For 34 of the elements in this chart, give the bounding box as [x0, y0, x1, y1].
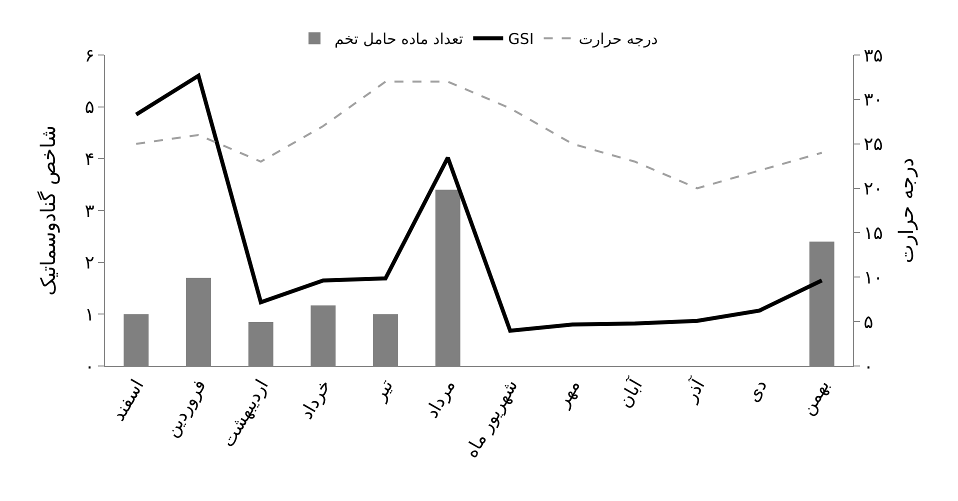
y2-axis-title: درجه حرارت: [894, 158, 918, 264]
y2-tick-label: ۲۵: [864, 134, 883, 156]
x-tick-label: دی: [742, 376, 772, 406]
y-tick-label: ۱: [84, 304, 94, 326]
legend-label: درجه حرارت: [578, 30, 658, 48]
y2-tick-label: ۳۰: [864, 90, 883, 111]
y-tick-label: ۴: [84, 148, 94, 170]
line-series: [134, 74, 824, 333]
x-tick-label: شهریور ماه: [460, 376, 522, 462]
y-tick-label: ۵: [84, 97, 94, 118]
line-series: [135, 80, 823, 190]
y2-tick-label: ۰: [864, 356, 874, 378]
y-tick-label: ۰: [84, 356, 94, 378]
x-tick-label: فروردین: [161, 376, 211, 441]
y-tick-label: ۳: [84, 200, 95, 222]
legend-label: تعداد ماده حامل تخم: [334, 30, 464, 48]
y2-tick-label: ۲۰: [864, 178, 883, 200]
y2-tick-label: ۱۰: [864, 267, 883, 288]
x-tick-label: تیر: [368, 376, 398, 406]
x-tick-label: اسفند: [108, 376, 148, 425]
y2-tick-label: ۵: [864, 312, 874, 333]
x-tick-label: خرداد: [296, 376, 336, 424]
x-tick-label: مهر: [552, 376, 585, 412]
x-tick-label: اردیبهشت: [218, 376, 273, 451]
legend-label: GSI: [508, 30, 534, 48]
y-axis-title: شاخص گنادوسماتیک: [36, 125, 60, 296]
y2-tick-label: ۳۵: [864, 45, 883, 66]
y-tick-label: ۶: [84, 45, 94, 66]
x-tick-label: مرداد: [421, 376, 460, 422]
x-tick-label: آبان: [614, 374, 648, 412]
x-tick-label: آذر: [678, 374, 710, 406]
y-tick-label: ۲: [84, 252, 94, 274]
x-tick-label: بهمن: [797, 376, 834, 420]
y2-tick-label: ۱۵: [864, 223, 883, 244]
